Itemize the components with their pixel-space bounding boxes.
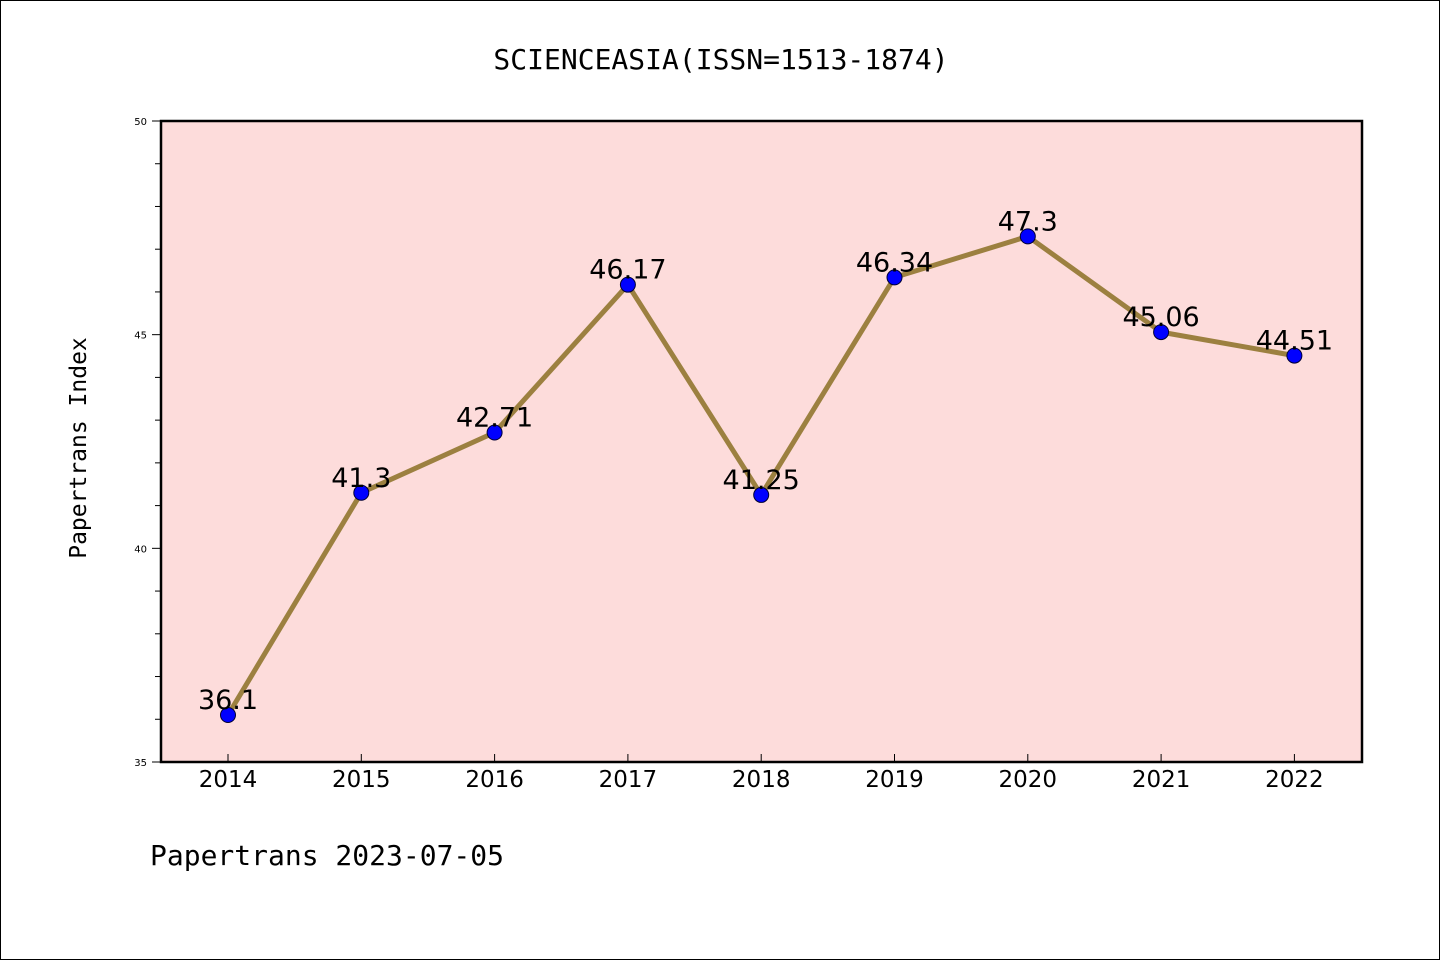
x-tick-label: 2015 (332, 767, 391, 793)
chart-title: SCIENCEASIA(ISSN=1513-1874) (493, 43, 948, 76)
x-tick-label: 2017 (599, 767, 658, 793)
data-point (486, 424, 503, 441)
y-tick-label: 35 (134, 758, 147, 769)
data-point (1286, 347, 1303, 364)
x-axis-ticks: 2014 2015 2016 2017 2018 2019 2020 2021 2022 (199, 754, 1324, 793)
y-tick-label: 50 (134, 117, 147, 128)
footer-caption: Papertrans 2023-07-05 (150, 839, 504, 872)
x-tick-label: 2021 (1132, 767, 1191, 793)
data-point (220, 706, 236, 723)
y-tick-label: 45 (134, 331, 147, 342)
data-point (1019, 228, 1036, 245)
plot-area (159, 119, 1364, 764)
data-label: 46.34 (856, 247, 933, 278)
data-label: 44.51 (1256, 326, 1333, 357)
x-tick-label: 2020 (999, 767, 1058, 793)
y-tick-label: 40 (134, 544, 147, 555)
x-tick-label: 2018 (732, 767, 791, 793)
data-point (886, 269, 903, 286)
data-label: 46.17 (589, 255, 666, 286)
data-label: 36.1 (198, 685, 258, 716)
data-label: 41.25 (723, 465, 800, 496)
x-tick-label: 2022 (1265, 767, 1324, 793)
y-axis-label: Papertrans Index (66, 337, 92, 559)
data-point (1153, 324, 1170, 341)
data-point (619, 276, 636, 293)
data-label: 42.71 (456, 403, 533, 434)
series-group: 36.1 41.3 42.71 46.17 41.25 46.34 47.3 45.06 44.… (198, 206, 1333, 723)
data-label: 47.3 (998, 206, 1058, 237)
x-tick-label: 2014 (199, 767, 258, 793)
data-label: 41.3 (331, 463, 391, 494)
x-tick-label: 2016 (465, 767, 524, 793)
y-axis-ticks: 35 40 45 50 (134, 117, 161, 769)
data-point (353, 484, 370, 501)
data-label: 45.06 (1122, 302, 1199, 333)
x-tick-label: 2019 (865, 767, 924, 793)
data-point (753, 486, 770, 503)
